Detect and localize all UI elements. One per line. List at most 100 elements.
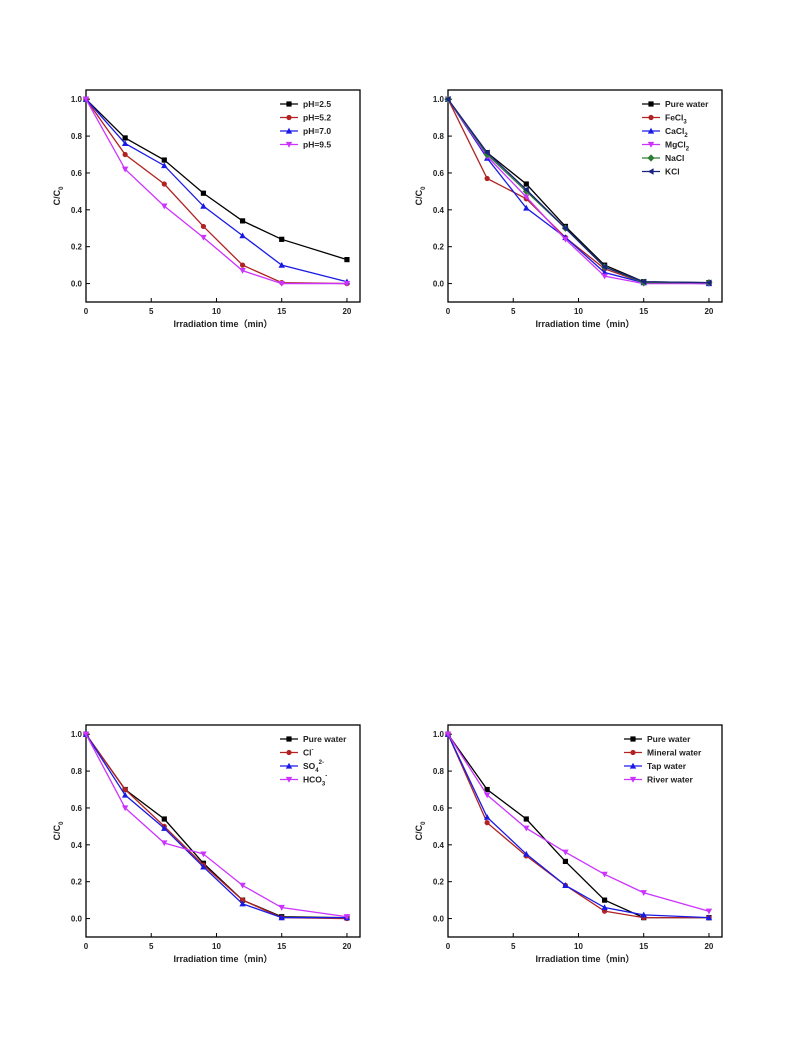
legend-entry: KCl [665,167,680,177]
legend-marker [629,776,637,783]
y-tick-label: 0.4 [71,841,83,850]
data-point [161,816,167,822]
data-point [278,261,285,268]
data-point [444,731,452,738]
y-tick-label: 1.0 [433,730,445,739]
plot-frame [85,89,361,303]
data-point [200,190,207,196]
x-tick-label: 15 [639,307,648,316]
plot-frame [85,724,361,938]
x-tick-label: 5 [149,942,154,951]
data-point [239,882,246,889]
y-tick-label: 0.8 [71,132,83,141]
x-tick-label: 15 [277,942,286,951]
data-point [122,786,128,793]
legend-marker [630,736,636,742]
data-point [121,140,129,147]
y-tick-label: 0.4 [433,206,445,215]
data-point [523,194,530,201]
x-tick-label: 10 [212,307,221,316]
legend-marker [647,141,655,148]
data-point [601,263,608,271]
data-point [484,175,490,182]
data-point [562,849,569,856]
y-tick-label: 0.8 [433,767,445,776]
legend-marker [647,127,655,134]
legend-marker [285,776,293,783]
legend-entry: pH=2.5 [303,99,331,109]
data-point [640,278,647,285]
data-point [343,914,351,920]
data-point [705,279,712,286]
y-tick-label: 0.2 [71,243,83,252]
data-point [239,897,246,903]
data-point [523,204,530,211]
x-tick-label: 0 [446,942,451,951]
y-tick-label: 0.0 [433,280,445,289]
y-axis-label: C/C0 [414,186,427,206]
data-point [483,792,491,799]
y-tick-label: 0.8 [433,132,445,141]
y-tick-label: 0.2 [71,878,83,887]
data-point [705,914,713,921]
legend-entry: pH=5.2 [303,113,331,123]
chart-water-matrix-effect: 0 5 10 15 20 0.0 0.2 0.4 0.6 0.8 1.0 Irradiation ti… [410,717,730,972]
legend-entry: Pure water [647,734,691,744]
data-point [601,904,608,911]
data-point [161,162,168,169]
legend-entry: CaCl2 [665,126,688,139]
chart-svg: 0 5 10 15 20 0.0 0.2 0.4 0.6 0.8 1.0 Irradiation ti… [52,724,361,964]
y-tick-label: 0.6 [71,169,83,178]
data-point [200,223,207,230]
x-tick-label: 20 [342,942,351,951]
legend-marker [648,114,654,121]
data-point [200,863,207,870]
x-tick-label: 5 [511,307,516,316]
x-axis-label: Irradiation time（min） [173,954,272,964]
chart-anion-effect: 0 5 10 15 20 0.0 0.2 0.4 0.6 0.8 1.0 Irradiation ti… [48,717,368,972]
legend-marker [647,168,654,175]
data-point [344,257,350,263]
data-point [82,731,90,738]
legend-entry: SO42- [303,760,324,774]
data-point [484,786,490,793]
data-point [200,234,207,241]
data-point [278,914,285,921]
x-tick-label: 20 [342,307,351,316]
data-point [239,900,246,907]
data-point [239,232,246,239]
data-point [161,840,168,847]
data-point [239,268,246,274]
data-point [121,166,129,173]
data-point [562,225,569,232]
x-axis-label: Irradiation time（min） [535,319,634,329]
chart-svg: 0 5 10 15 20 0.0 0.2 0.4 0.6 0.8 1.0 Irradiation ti… [414,724,723,964]
x-tick-label: 5 [511,942,516,951]
x-tick-label: 5 [149,307,154,316]
y-tick-label: 0.8 [71,767,83,776]
data-point [121,805,129,812]
y-tick-label: 0.0 [71,915,83,924]
x-tick-label: 20 [704,942,713,951]
y-tick-label: 1.0 [71,95,83,104]
legend-entry: River water [647,775,694,785]
legend-entry: MgCl2 [665,140,690,153]
data-point [444,96,451,103]
series-line [85,98,348,261]
data-point [161,157,167,163]
legend-entry: Cl- [303,748,314,758]
x-tick-label: 10 [574,307,583,316]
chart-svg: 0 5 10 15 20 0.0 0.2 0.4 0.6 0.8 1.0 Irradiation ti… [52,89,361,329]
y-tick-label: 0.2 [433,878,445,887]
data-point [640,890,647,896]
legend-marker [285,141,293,148]
data-point [343,280,351,287]
legend-marker [647,154,655,162]
legend-marker [629,762,637,769]
legend-entry: Pure water [303,734,347,744]
data-point [601,897,608,903]
data-point [523,186,529,193]
legend-marker [630,749,636,756]
x-tick-label: 10 [574,942,583,951]
legend-entry: NaCl [665,153,684,163]
